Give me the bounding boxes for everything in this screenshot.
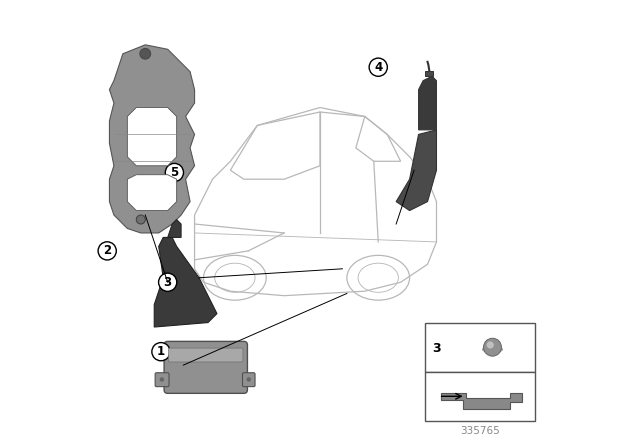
FancyBboxPatch shape xyxy=(243,373,255,387)
Polygon shape xyxy=(441,393,522,409)
FancyBboxPatch shape xyxy=(155,373,169,387)
Polygon shape xyxy=(419,76,436,130)
Polygon shape xyxy=(168,220,181,237)
Circle shape xyxy=(136,215,145,224)
Polygon shape xyxy=(127,175,177,211)
Circle shape xyxy=(486,341,494,349)
Text: 5: 5 xyxy=(170,166,179,179)
Polygon shape xyxy=(154,237,217,327)
Text: 1: 1 xyxy=(157,345,165,358)
Bar xyxy=(425,71,433,76)
Bar xyxy=(425,323,535,372)
Polygon shape xyxy=(127,108,177,166)
Text: 2: 2 xyxy=(103,244,111,258)
Text: 4: 4 xyxy=(374,60,382,74)
Circle shape xyxy=(246,377,251,382)
Circle shape xyxy=(484,338,502,356)
Text: 3: 3 xyxy=(164,276,172,289)
Bar xyxy=(425,372,535,421)
Ellipse shape xyxy=(483,346,502,353)
FancyBboxPatch shape xyxy=(168,348,243,362)
Polygon shape xyxy=(109,45,195,233)
FancyBboxPatch shape xyxy=(164,341,248,393)
Circle shape xyxy=(140,48,150,59)
Text: 335765: 335765 xyxy=(460,426,500,436)
Text: 3: 3 xyxy=(433,342,441,355)
Polygon shape xyxy=(396,130,436,211)
Circle shape xyxy=(159,377,164,382)
